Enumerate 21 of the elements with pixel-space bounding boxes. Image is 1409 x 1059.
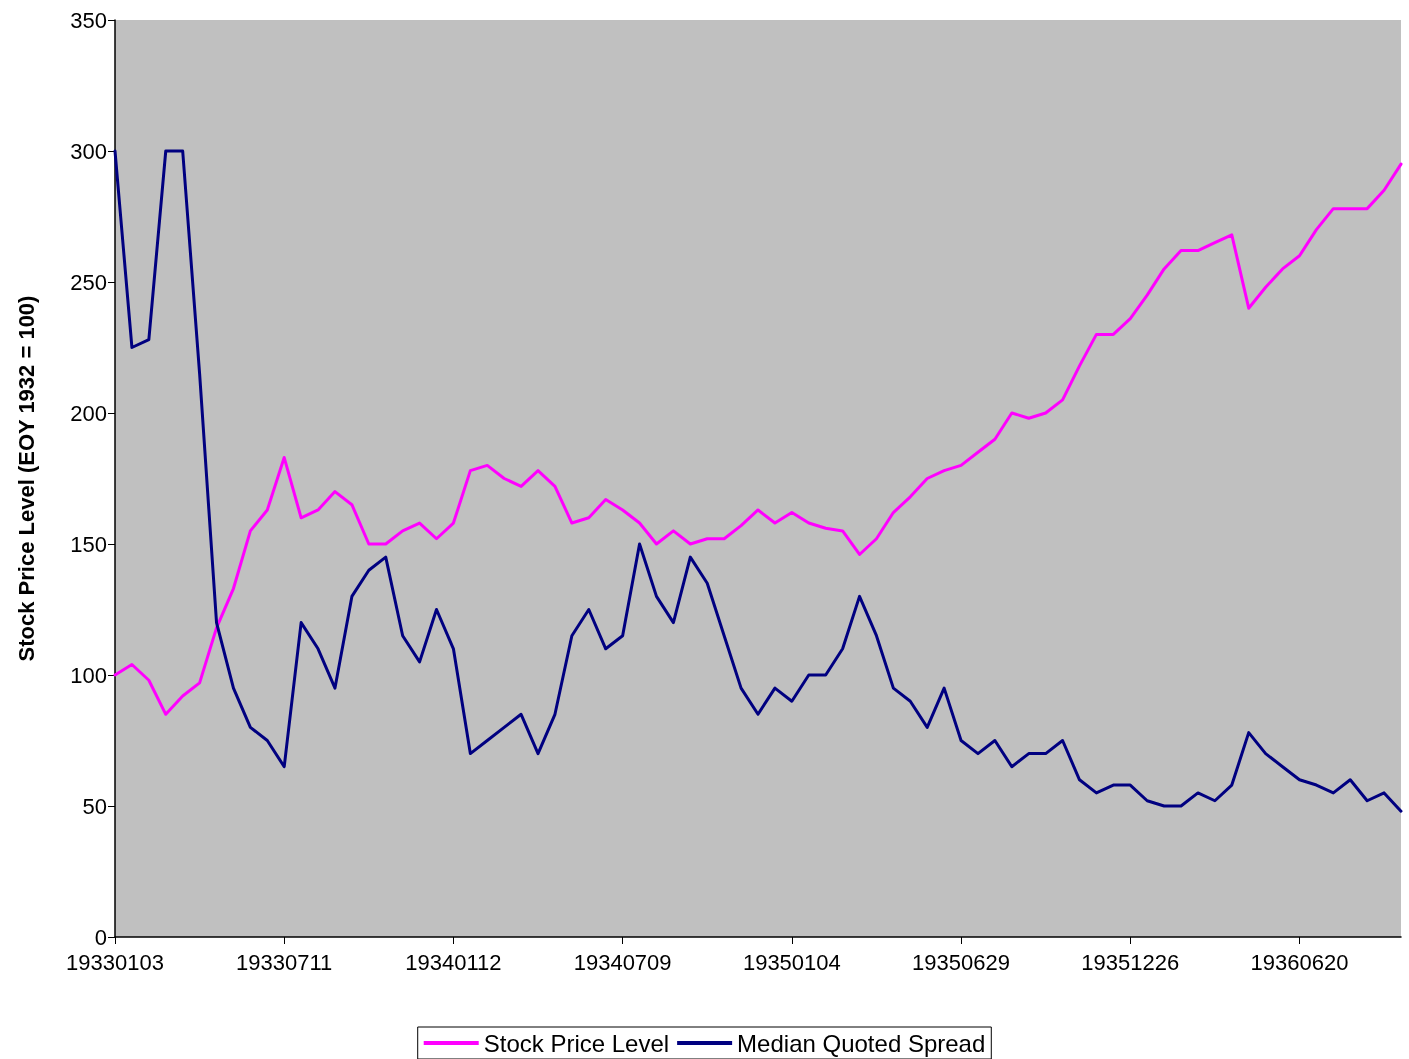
y-tick-label: 100 [70, 662, 107, 688]
line-series [113, 162, 1403, 716]
y-tick-label: 0 [94, 924, 107, 950]
x-tick-label: 19351226 [1081, 949, 1180, 975]
line-series [113, 149, 1403, 813]
x-tick-label: 19340112 [405, 949, 502, 975]
y-axis-title: Stock Price Level (EOY 1932 = 100) [13, 295, 39, 662]
x-tick-label: 19330103 [66, 949, 164, 975]
y-tick-label: 150 [70, 531, 107, 557]
x-tick-label: 19350104 [742, 949, 841, 975]
y-tick-label: 50 [82, 793, 107, 819]
x-tick-label: 19360620 [1250, 949, 1349, 975]
legend-label: Stock Price Level [483, 1029, 670, 1057]
x-tick-label: 19350629 [912, 949, 1010, 975]
x-tick-label: 19340709 [573, 949, 672, 975]
x-tick-label: 19330711 [236, 949, 333, 975]
y-tick-label: 300 [70, 138, 107, 164]
legend-label: Median Quoted Spread [737, 1029, 986, 1057]
y-tick-label: 200 [70, 400, 107, 426]
y-tick-label: 350 [70, 7, 107, 33]
y-tick-label: 250 [70, 269, 107, 295]
